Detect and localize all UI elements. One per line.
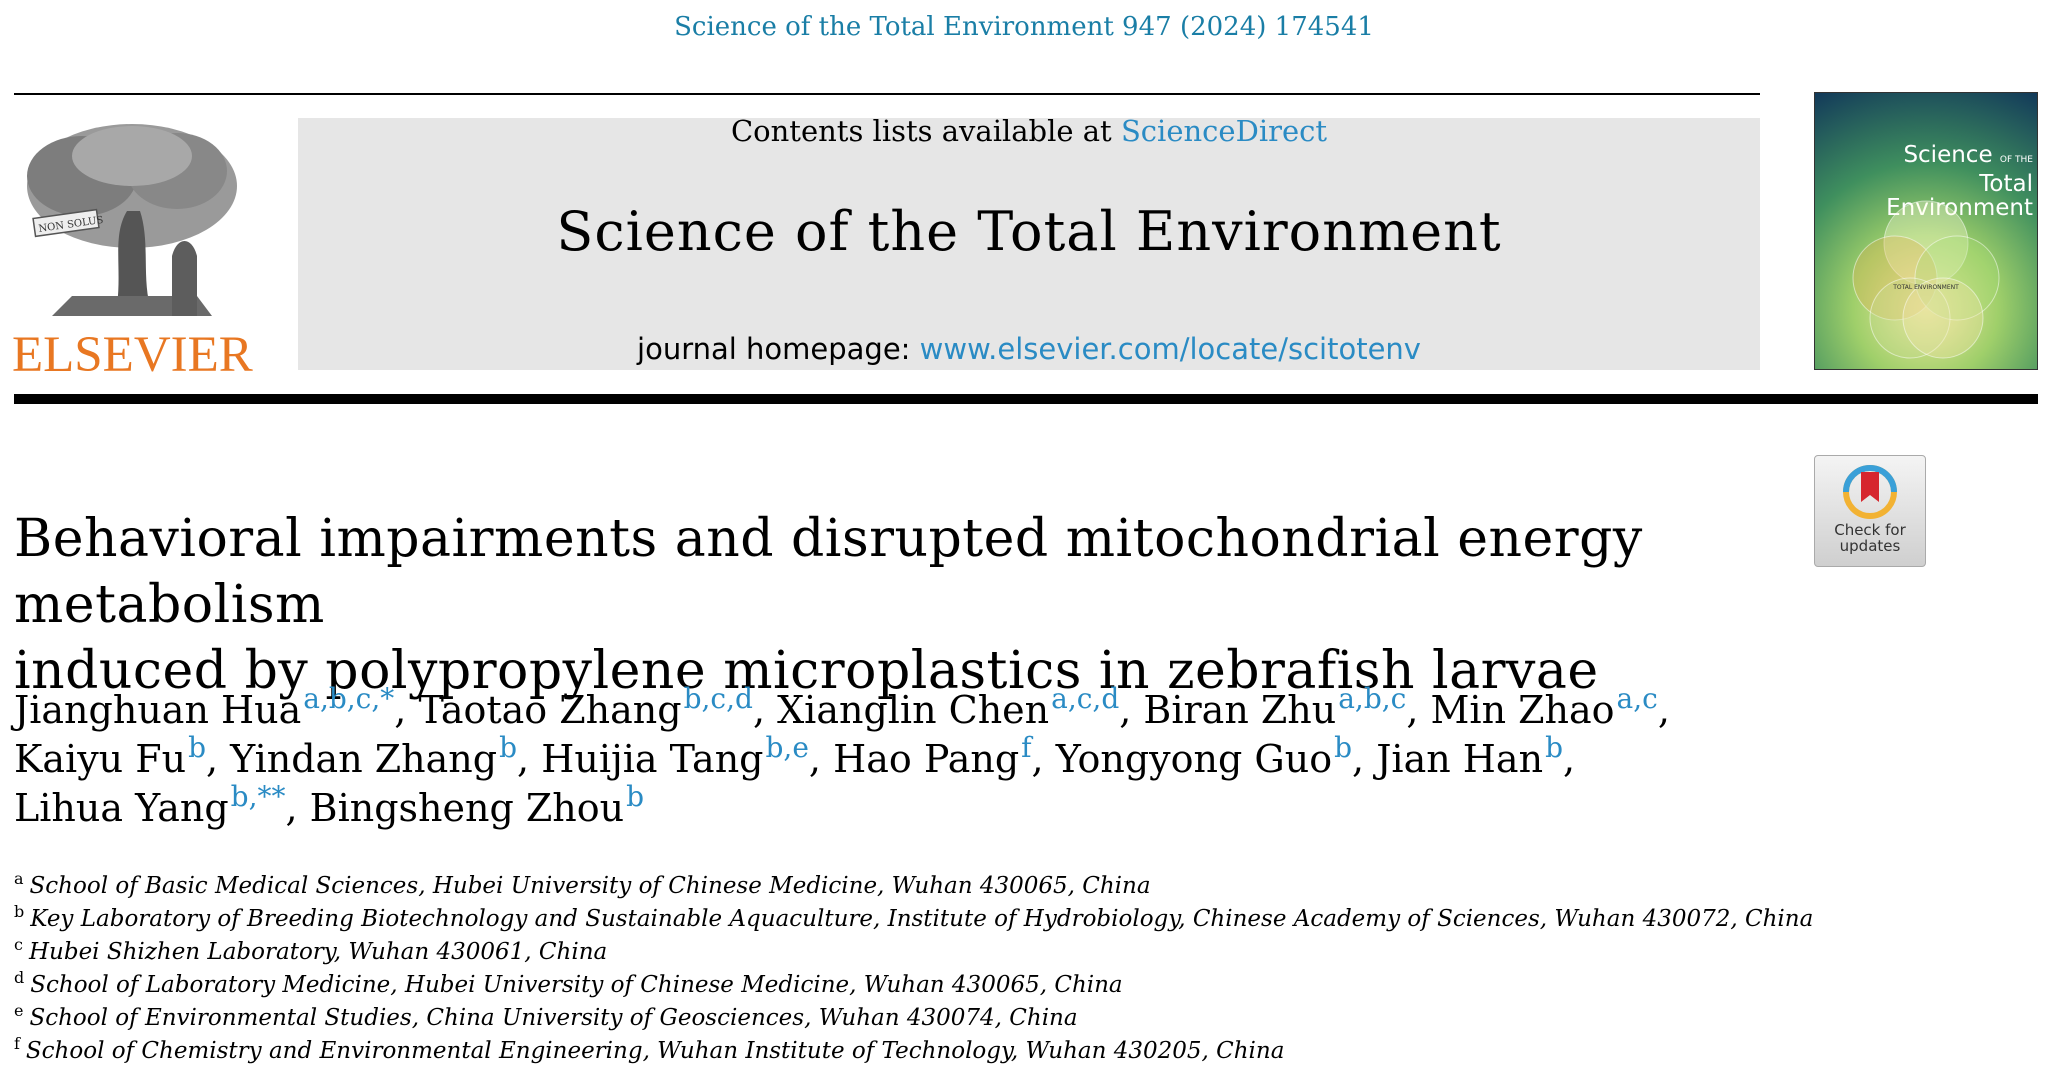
affiliation-item: e School of Environmental Studies, China … — [14, 1002, 1774, 1035]
contents-prefix: Contents lists available at — [730, 114, 1121, 148]
homepage-link[interactable]: www.elsevier.com/locate/scitotenv — [919, 332, 1421, 366]
affiliation-item: d School of Laboratory Medicine, Hubei Un… — [14, 969, 1774, 1002]
author-name[interactable]: Min Zhao — [1430, 688, 1615, 732]
author-affiliation-marks[interactable]: a,c — [1616, 681, 1658, 715]
cover-venn-graphic: TOTAL ENVIRONMENT — [1852, 200, 2000, 359]
author-name[interactable]: Taotao Zhang — [418, 688, 682, 732]
cover-center-label: TOTAL ENVIRONMENT — [1892, 284, 1959, 291]
affiliation-letter: f — [14, 1034, 20, 1054]
article-title-line-1: Behavioral impairments and disrupted mit… — [14, 509, 1643, 635]
affiliation-text: School of Chemistry and Environmental En… — [25, 1038, 1285, 1064]
author-line-3: Lihua Yangb,**, Bingsheng Zhoub — [14, 779, 645, 830]
article-title-line-2: induced by polypropylene microplastics i… — [14, 641, 1599, 701]
top-rule — [14, 93, 1760, 95]
author-name[interactable]: Bingsheng Zhou — [309, 786, 625, 830]
author-affiliation-marks[interactable]: b,** — [230, 779, 286, 813]
author-affiliation-marks[interactable]: a,b,c — [1338, 681, 1407, 715]
author-affiliation-marks[interactable]: b — [1334, 730, 1353, 764]
affiliation-letter: b — [14, 902, 25, 922]
author-name[interactable]: Lihua Yang — [14, 786, 229, 830]
check-for-updates-label: Check for updates — [1815, 522, 1925, 554]
cover-title-science: Science — [1903, 142, 1993, 168]
author-name[interactable]: Jian Han — [1376, 737, 1544, 781]
affiliation-text: School of Basic Medical Sciences, Hubei … — [29, 873, 1151, 899]
homepage-prefix: journal homepage: — [637, 332, 920, 366]
affiliation-text: Hubei Shizhen Laboratory, Wuhan 430061, … — [28, 939, 608, 965]
affiliation-text: Key Laboratory of Breeding Biotechnology… — [30, 906, 1814, 932]
journal-citation[interactable]: Science of the Total Environment 947 (20… — [674, 12, 1374, 42]
contents-line: Contents lists available at ScienceDirec… — [298, 114, 1760, 148]
affiliation-text: School of Laboratory Medicine, Hubei Uni… — [30, 972, 1123, 998]
author-line-2: Kaiyu Fub, Yindan Zhangb, Huijia Tangb,e… — [14, 730, 1576, 781]
affiliation-item: b Key Laboratory of Breeding Biotechnolog… — [14, 902, 1813, 936]
cover-title: Science OF THE Total Environment — [1833, 143, 2033, 220]
header-thick-rule — [14, 394, 2038, 404]
journal-masthead — [298, 118, 1760, 370]
author-affiliation-marks[interactable]: b — [499, 730, 518, 764]
homepage-line: journal homepage: www.elsevier.com/locat… — [298, 332, 1760, 366]
author-affiliation-marks[interactable]: b — [188, 730, 206, 764]
check-for-updates-button[interactable]: Check for updates — [1814, 455, 1926, 567]
affiliation-letter: a — [14, 869, 24, 889]
author-affiliation-marks[interactable]: b,e — [765, 730, 809, 764]
author-affiliation-marks[interactable]: b — [1545, 730, 1564, 764]
author-affiliation-marks[interactable]: b — [626, 779, 645, 813]
journal-cover-thumbnail[interactable]: Science OF THE Total Environment TOTAL E… — [1814, 92, 2038, 370]
author-name[interactable]: Kaiyu Fu — [14, 737, 187, 781]
cover-title-of-the: OF THE — [1999, 155, 2033, 165]
affiliation-letter: c — [14, 935, 23, 955]
affiliation-item: c Hubei Shizhen Laboratory, Wuhan 430061,… — [14, 936, 1774, 969]
author-line-1: Jianghuan Huaa,b,c,*, Taotao Zhangb,c,d,… — [14, 681, 1670, 732]
author-name[interactable]: Jianghuan Hua — [14, 688, 302, 732]
author-affiliation-marks[interactable]: a,b,c,* — [303, 681, 395, 715]
cover-title-total-environment: Total Environment — [1886, 171, 2033, 221]
elsevier-wordmark: ELSEVIER — [12, 327, 253, 383]
author-list: Jianghuan Huaa,b,c,*, Taotao Zhangb,c,d,… — [14, 681, 1774, 833]
journal-title: Science of the Total Environment — [556, 200, 1502, 263]
affiliation-letter: d — [14, 968, 25, 988]
affiliation-item: a School of Basic Medical Sciences, Hubei… — [14, 870, 1774, 903]
check-line-1: Check for — [1834, 521, 1906, 539]
author-name[interactable]: Huijia Tang — [541, 737, 764, 781]
sciencedirect-link[interactable]: ScienceDirect — [1120, 114, 1328, 148]
author-affiliation-marks[interactable]: b,c,d — [683, 681, 753, 715]
author-name[interactable]: Yindan Zhang — [230, 737, 498, 781]
crossmark-icon — [1843, 465, 1897, 519]
affiliation-list: a School of Basic Medical Sciences, Hubei… — [14, 870, 1813, 1068]
article-title: Behavioral impairments and disrupted mit… — [14, 506, 1774, 704]
author-affiliation-marks[interactable]: f — [1021, 730, 1032, 764]
check-line-2: updates — [1839, 537, 1901, 555]
author-name[interactable]: Biran Zhu — [1143, 688, 1337, 732]
affiliation-text: School of Environmental Studies, China U… — [29, 1005, 1078, 1031]
author-name[interactable]: Xianglin Chen — [777, 688, 1050, 732]
author-name[interactable]: Yongyong Guo — [1055, 737, 1333, 781]
affiliation-item: f School of Chemistry and Environmental E… — [14, 1035, 1774, 1068]
author-name[interactable]: Hao Pang — [833, 737, 1020, 781]
elsevier-tree-logo: NON SOLUS — [12, 116, 244, 316]
affiliation-letter: e — [14, 1001, 24, 1021]
author-affiliation-marks[interactable]: a,c,d — [1051, 681, 1120, 715]
